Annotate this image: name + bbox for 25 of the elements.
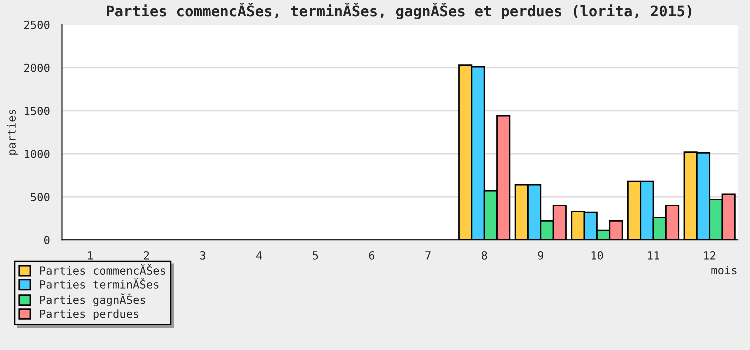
chart-title: Parties commencĂŠes, terminĂŠes, gagnĂŠes et perdues (lorita, 2015) bbox=[107, 2, 692, 20]
x-tick-label: 12 bbox=[704, 251, 716, 260]
x-tick-label: 8 bbox=[482, 251, 488, 260]
legend-label: Parties terminĂŠes bbox=[40, 278, 159, 289]
y-tick-label: 0 bbox=[44, 236, 50, 245]
x-tick-label: 3 bbox=[200, 251, 206, 260]
legend-label: Parties gagnĂŠes bbox=[40, 294, 146, 307]
x-tick-label: 2 bbox=[144, 251, 150, 260]
x-tick-label: 11 bbox=[648, 252, 660, 260]
x-tick-label: 1 bbox=[88, 252, 93, 260]
x-tick-label: 4 bbox=[256, 252, 262, 260]
legend-label: Parties commencĂŠes bbox=[40, 264, 166, 276]
x-tick-label: 5 bbox=[313, 252, 318, 260]
legend-label: Parties perdues bbox=[40, 310, 139, 320]
y-tick-label: 2500 bbox=[24, 20, 50, 30]
y-tick-label: 500 bbox=[31, 193, 50, 202]
x-tick-label: 6 bbox=[369, 251, 375, 260]
x-axis-title: mois bbox=[712, 266, 737, 275]
y-tick-label: 2000 bbox=[24, 64, 50, 72]
y-axis-title: parties bbox=[7, 110, 18, 155]
y-tick-label: 1000 bbox=[25, 150, 50, 158]
x-tick-label: 9 bbox=[538, 251, 544, 260]
y-tick-label: 1500 bbox=[25, 106, 50, 116]
x-tick-label: 7 bbox=[426, 252, 431, 260]
x-tick-label: 10 bbox=[592, 251, 604, 260]
